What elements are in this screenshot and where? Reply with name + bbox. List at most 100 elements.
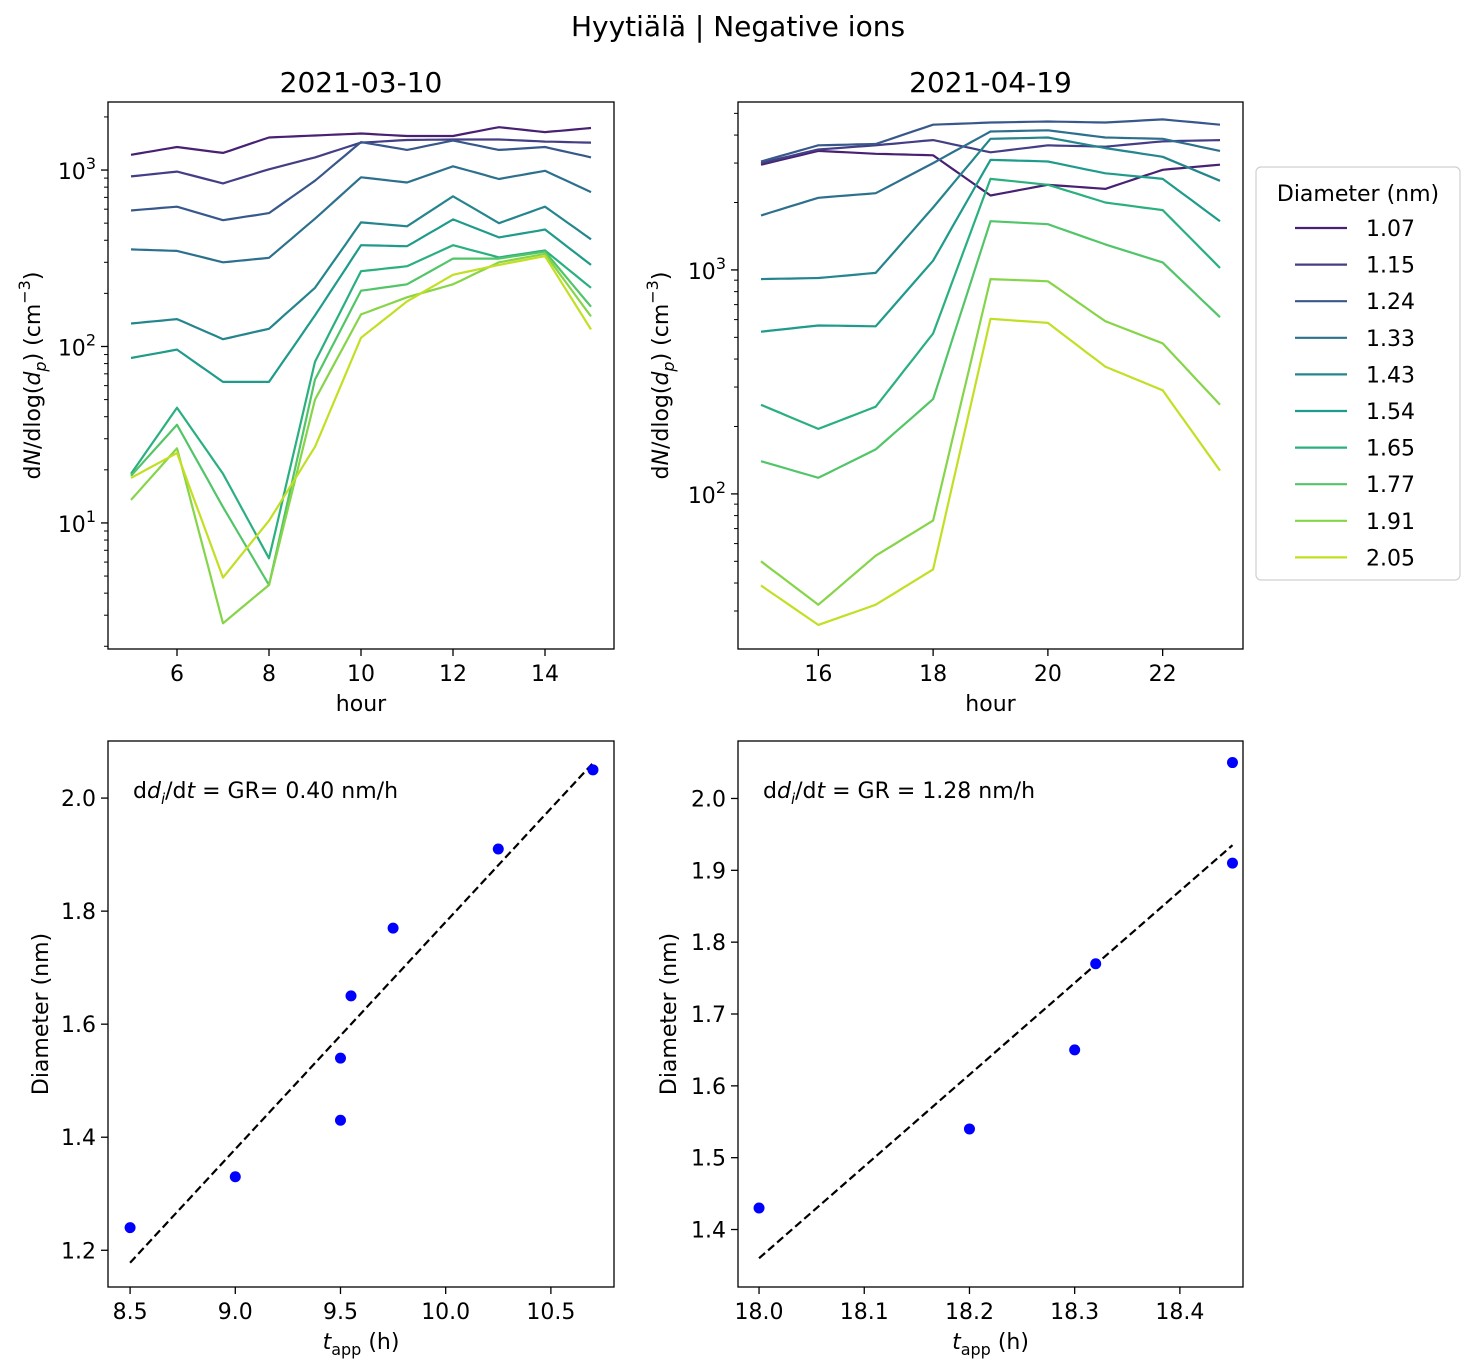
series-line-1-65 — [760, 177, 1221, 430]
x-tick-label: 22 — [1149, 662, 1177, 687]
data-point — [587, 764, 599, 776]
x-axis-label: tapp (h) — [952, 1330, 1029, 1359]
legend-entry-label: 1.15 — [1366, 254, 1415, 279]
panel-title: 2021-03-10 — [280, 66, 443, 99]
y-axis-label-sub: p — [659, 361, 678, 372]
series-line-1-54 — [130, 218, 592, 383]
x-axis-label-unit: (h) — [361, 1330, 399, 1355]
y-tick-label-base: 10 — [58, 513, 86, 538]
series-line-1-43 — [130, 195, 592, 341]
spectra-panel-2021-03-10: 6 8 10 12 141011021032021-03-10hourdN/dlog(d… — [15, 66, 615, 717]
y-axis-label-part: d — [21, 466, 46, 480]
y-axis-label: Diameter (nm) — [657, 933, 682, 1095]
y-axis-label-sup: −3 — [643, 280, 662, 304]
annotation-sub: i — [791, 790, 796, 808]
x-tick-label: 10.5 — [526, 1300, 575, 1325]
x-axis: 16 18 20 22 — [804, 649, 1177, 687]
legend-entry-label: 1.24 — [1366, 290, 1415, 315]
x-axis-label-sub: app — [331, 1340, 361, 1359]
x-tick-label: 18.1 — [840, 1300, 889, 1325]
x-axis-label-var: t — [952, 1330, 962, 1355]
series-line-1-24 — [760, 118, 1221, 163]
data-point — [229, 1171, 241, 1183]
y-tick-label: 103 — [58, 154, 96, 185]
y-axis-label-sub: p — [31, 361, 50, 372]
y-tick-label: 1.9 — [691, 859, 726, 884]
y-axis-label: Diameter (nm) — [29, 933, 54, 1095]
legend-entry-label: 1.65 — [1366, 437, 1415, 462]
legend-entry-label: 1.54 — [1366, 400, 1415, 425]
legend: Diameter (nm) 1.07 1.15 1.24 1.33 1.43 1.54 1.6… — [1255, 166, 1461, 581]
y-tick-label-exponent: 1 — [86, 507, 96, 526]
series-line-1-91 — [130, 252, 592, 625]
legend-entry-label: 1.43 — [1366, 363, 1415, 388]
fit-line — [129, 762, 594, 1264]
y-tick-label: 2.0 — [691, 787, 726, 812]
data-point — [345, 990, 357, 1002]
legend-entry-label: 1.91 — [1366, 510, 1415, 535]
annotation-sub: i — [161, 790, 166, 808]
panel-title: 2021-04-19 — [909, 66, 1072, 99]
x-axis-label-var: t — [323, 1330, 333, 1355]
y-axis-label: dN/dlog(dp) (cm−3) — [643, 272, 678, 480]
plot-frame — [737, 740, 1244, 1288]
y-tick-label: 102 — [688, 478, 726, 509]
figure-suptitle: Hyytiälä | Negative ions — [571, 10, 905, 43]
series-line-1-33 — [130, 165, 592, 264]
x-axis-label: hour — [336, 692, 387, 717]
x-tick-label: 8.5 — [113, 1300, 148, 1325]
series-line-2-05 — [760, 317, 1221, 627]
fit-line — [758, 844, 1234, 1260]
annotation-value: = GR= 0.40 nm/h — [195, 779, 398, 804]
y-tick-label: 1.2 — [61, 1239, 96, 1264]
plot-frame — [107, 101, 615, 650]
series-group — [130, 126, 592, 625]
y-axis-label-part: /dlog( — [649, 386, 674, 450]
x-tick-label: 9.5 — [323, 1300, 358, 1325]
growth-rate-annotation: ddi/dt = GR= 0.40 nm/h — [133, 779, 398, 808]
y-tick-label: 1.4 — [61, 1126, 96, 1151]
series-line-1-77 — [130, 250, 592, 587]
y-tick-label-base: 10 — [688, 260, 716, 285]
x-tick-label: 10.0 — [421, 1300, 470, 1325]
spectra-panel-2021-04-19: 16 18 20 221021032021-04-19hourdN/dlog(dp) … — [643, 66, 1244, 717]
y-axis-label-part: N — [21, 449, 46, 465]
data-point — [334, 1052, 346, 1064]
series-group — [760, 118, 1221, 627]
y-axis-label-part: ) (cm — [21, 304, 46, 362]
x-axis-label: hour — [965, 692, 1016, 717]
x-tick-label: 18 — [919, 662, 947, 687]
annotation-part: d — [777, 779, 792, 804]
y-tick-label: 1.8 — [691, 931, 726, 956]
y-tick-label: 1.5 — [691, 1147, 726, 1172]
series-line-1-24 — [130, 139, 592, 222]
x-tick-label: 14 — [531, 662, 559, 687]
x-tick-label: 12 — [439, 662, 467, 687]
data-point — [1226, 757, 1238, 769]
y-axis-label-part: d — [21, 371, 46, 386]
y-tick-label-base: 10 — [688, 484, 716, 509]
y-tick-label: 102 — [58, 330, 96, 361]
x-axis-label-sub: app — [961, 1340, 991, 1359]
legend-entry-label: 1.33 — [1366, 327, 1415, 352]
y-axis: 1.4 1.5 1.6 1.7 1.8 1.9 2.0 — [691, 787, 738, 1244]
y-tick-label: 101 — [58, 507, 96, 538]
annotation-part: d — [763, 779, 777, 804]
series-line-1-54 — [760, 158, 1221, 333]
data-point — [492, 843, 504, 855]
data-point — [1069, 1044, 1081, 1056]
y-tick-label-base: 10 — [58, 160, 86, 185]
data-point — [334, 1114, 346, 1126]
series-line-1-43 — [760, 136, 1221, 281]
y-tick-label: 1.8 — [61, 900, 96, 925]
series-line-1-07 — [130, 126, 592, 156]
series-line-1-91 — [760, 278, 1221, 606]
x-tick-label: 9.0 — [218, 1300, 253, 1325]
y-tick-label: 1.6 — [691, 1075, 726, 1100]
x-tick-label: 16 — [804, 662, 832, 687]
annotation-part: /d — [795, 779, 816, 804]
y-axis-label-part: ) — [649, 272, 674, 281]
growth-rate-panel-2021-04-19: 18.0 18.1 18.2 18.3 18.4 1.4 1.5 1.6 1.7 1.8 1.9 2.… — [657, 740, 1244, 1359]
